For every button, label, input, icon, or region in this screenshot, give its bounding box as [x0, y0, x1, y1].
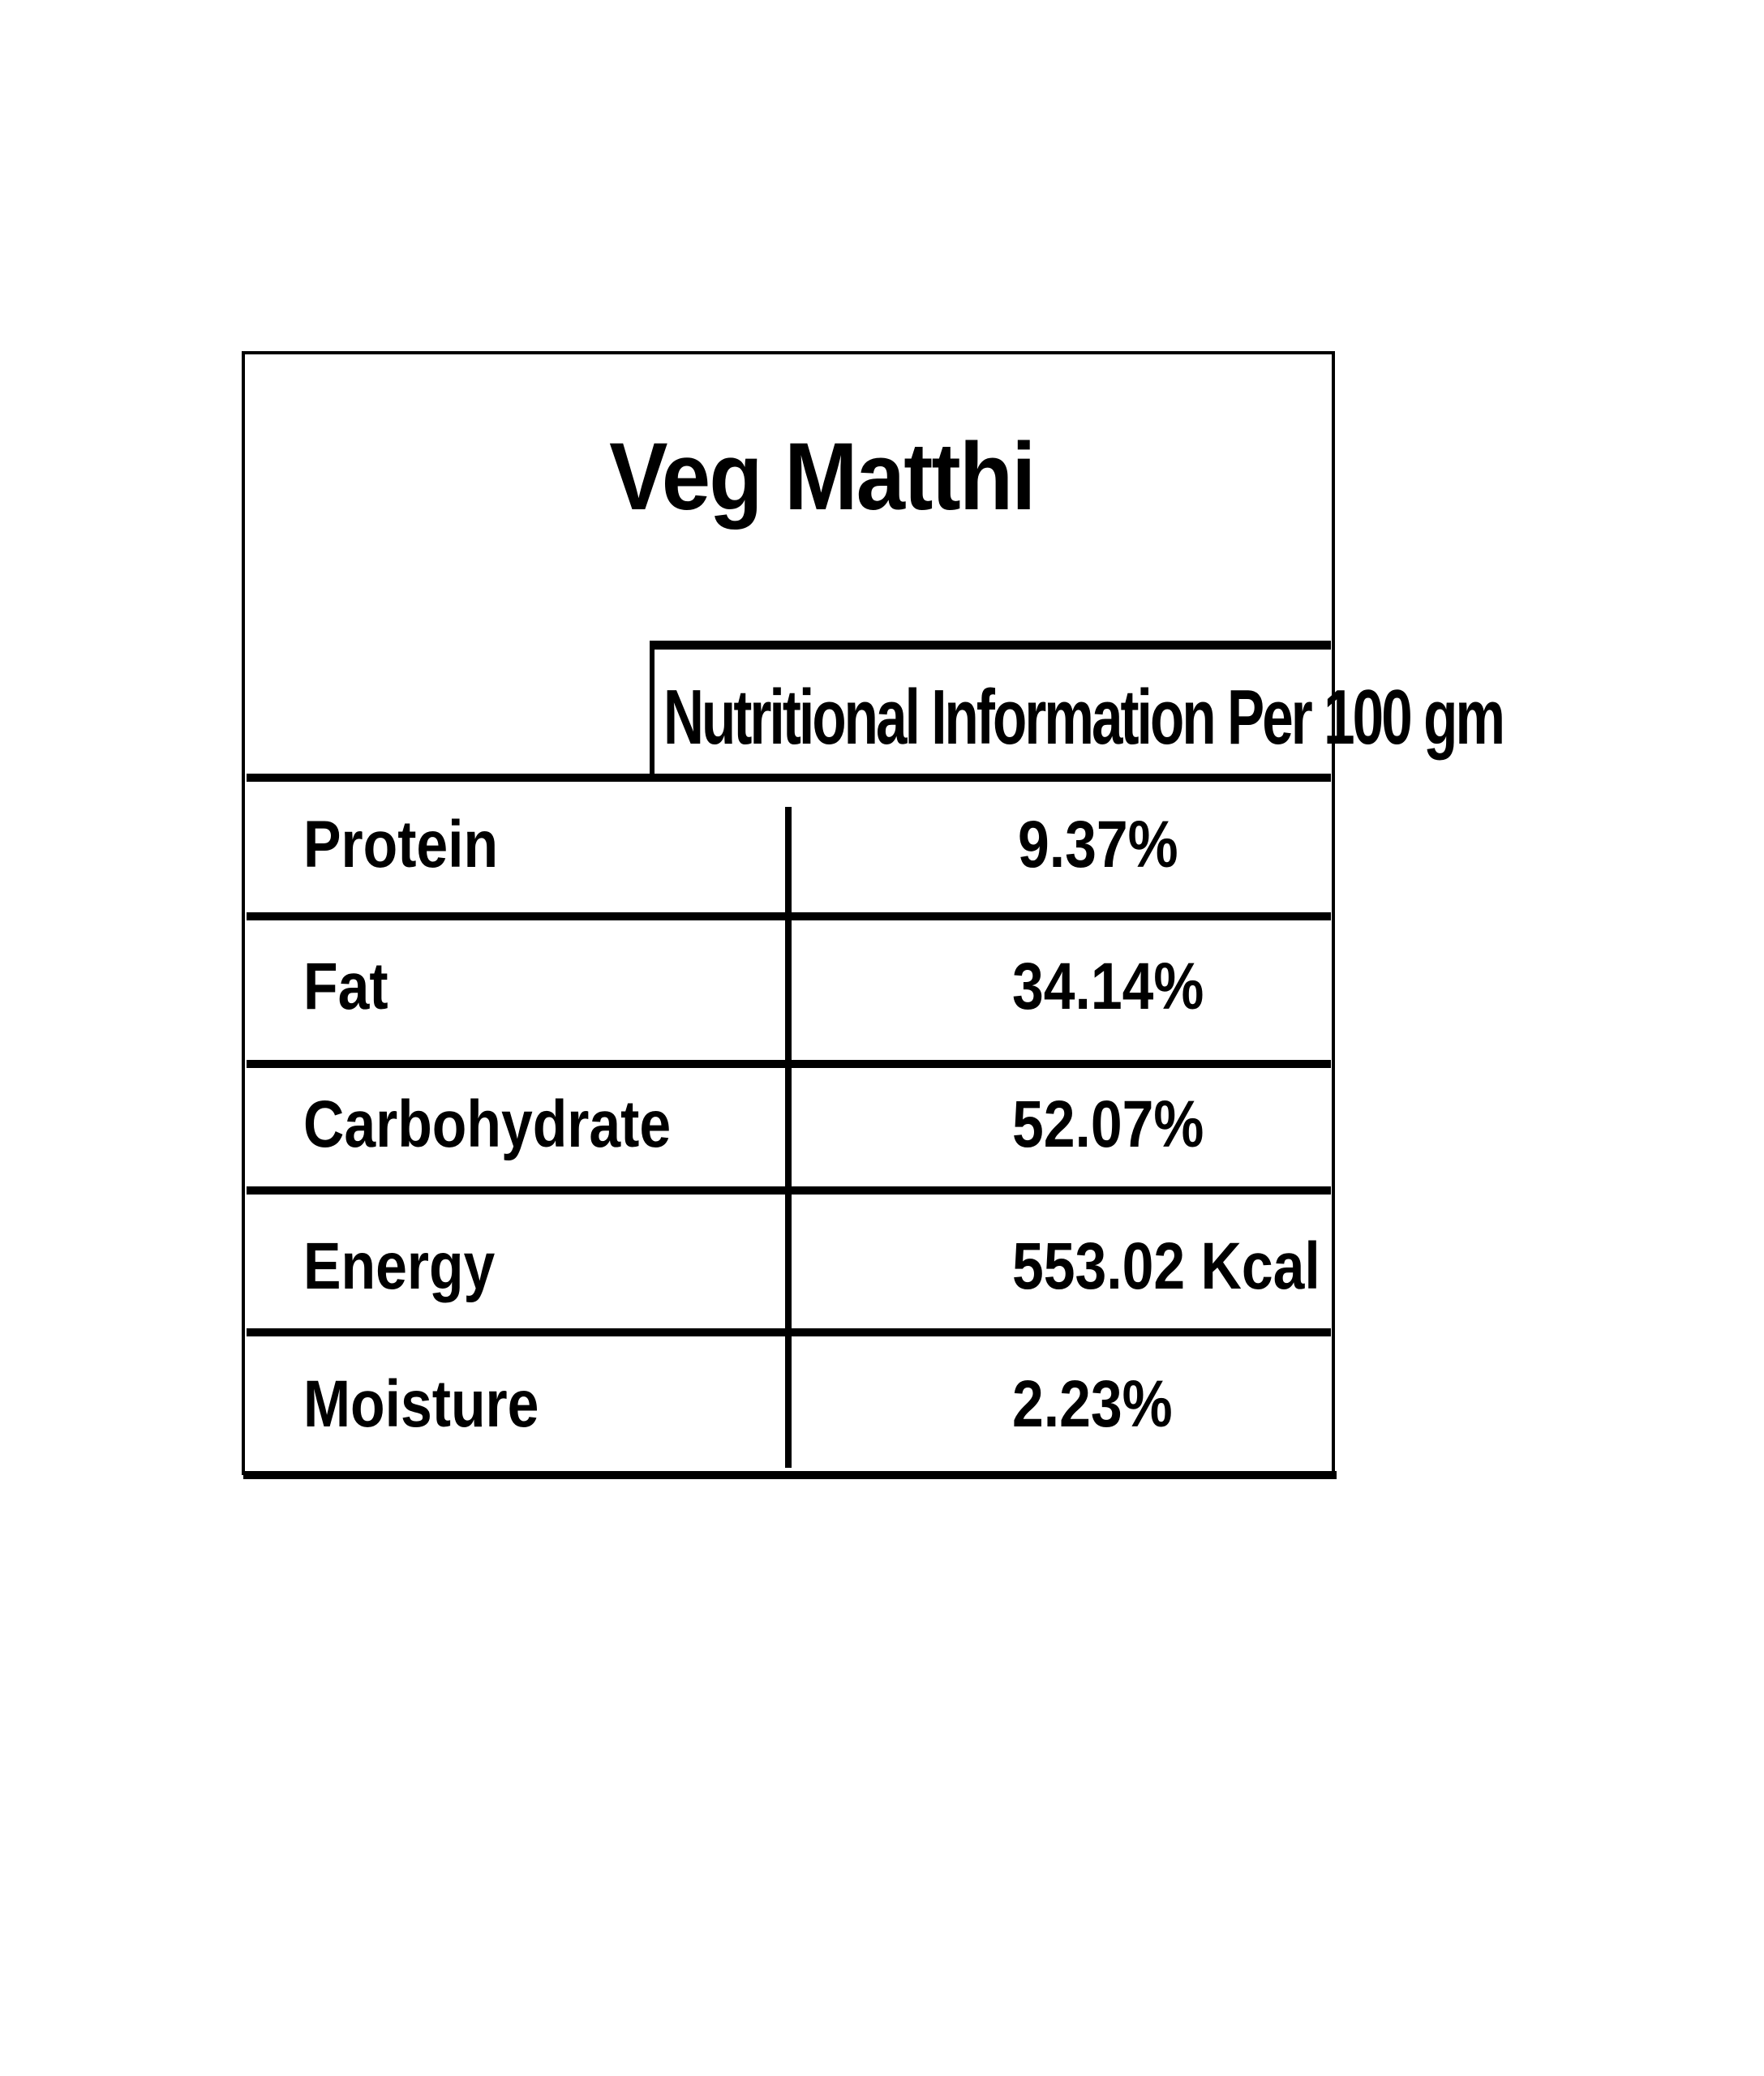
row-label: Fat — [303, 950, 388, 1023]
product-title: Veg Matthi — [609, 423, 1036, 530]
table-bottom-border — [243, 1471, 1337, 1479]
row-value: 2.23% — [1012, 1367, 1173, 1441]
header-divider — [247, 774, 1331, 782]
row-value: 553.02 Kcal — [1012, 1229, 1320, 1303]
row-value: 9.37% — [1018, 808, 1178, 881]
row-label: Moisture — [303, 1367, 539, 1441]
table-header-text: Nutritional Information Per 100 gm — [663, 674, 1505, 761]
row-label: Protein — [303, 808, 499, 881]
row-value: 34.14% — [1012, 950, 1204, 1023]
table-header-cell — [650, 641, 1331, 778]
nutrition-label-frame — [242, 351, 1335, 1475]
row-label: Carbohydrate — [303, 1087, 672, 1161]
row-label: Energy — [303, 1229, 496, 1303]
column-divider — [785, 807, 792, 1468]
row-value: 52.07% — [1012, 1087, 1204, 1161]
